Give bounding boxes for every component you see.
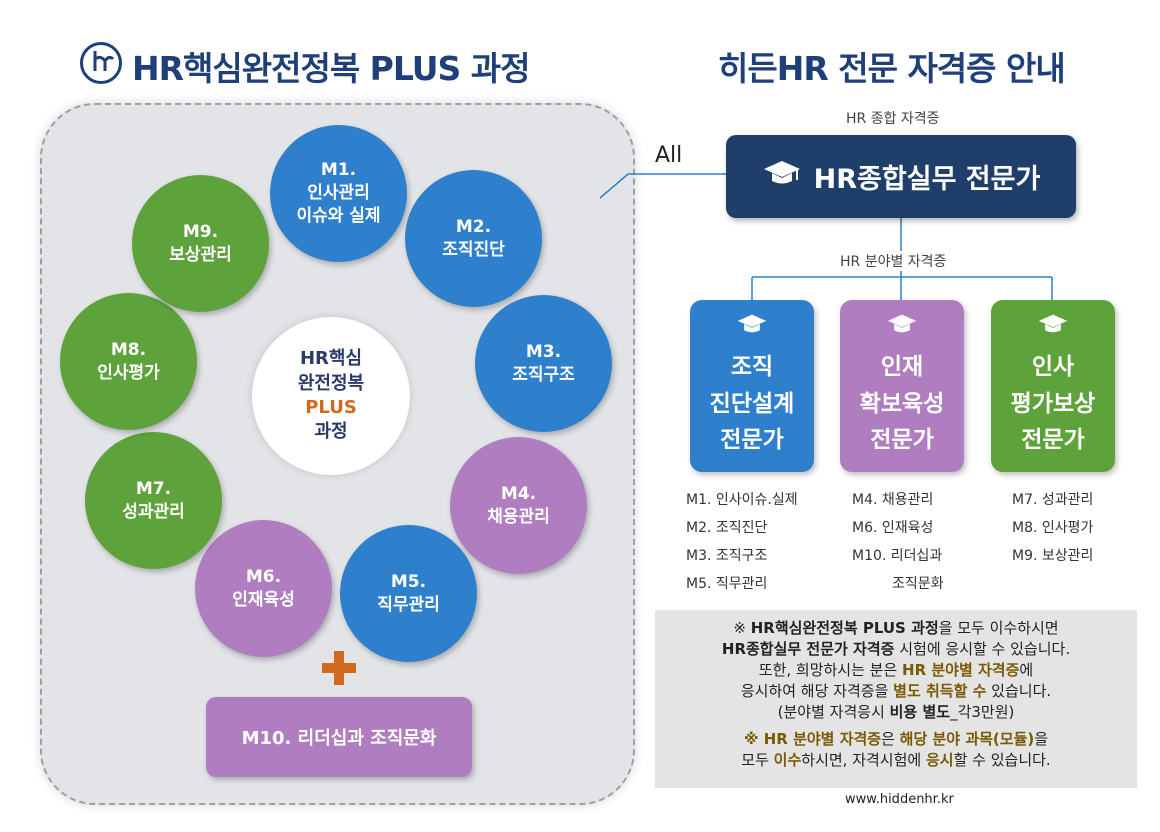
hidden-hr-logo-icon (80, 42, 122, 84)
all-label: All (655, 143, 683, 168)
field-cert-label: HR 분야별 자격증 (836, 251, 951, 271)
center-line4: 과정 (314, 421, 348, 443)
graduation-cap-icon (991, 310, 1115, 347)
right-title: 히든HR 전문 자격증 안내 (718, 49, 1066, 88)
general-cert-name: HR종합실무 전문가 (813, 164, 1041, 195)
graduation-cap-icon (840, 310, 964, 347)
module-m2: M2. 조직진단 (405, 170, 542, 307)
course-center-circle: HR핵심 완전정복 PLUS 과정 (252, 317, 410, 475)
left-title: HR핵심완전정복 PLUS 과정 (132, 49, 530, 88)
cert-org-design: 조직 진단설계 전문가 (690, 300, 814, 472)
center-line3: PLUS (305, 397, 357, 418)
cert-eval-comp-modules: M7. 성과관리 M8. 인사평가 M9. 보상관리 (1012, 492, 1094, 564)
graduation-cap-icon (690, 310, 814, 347)
notice-line-5: (분야별 자격응시 비용 별도_각3만원) (777, 703, 1015, 721)
center-line2: 완전정복 (297, 372, 365, 394)
module-m4: M4. 채용관리 (450, 437, 587, 574)
cert-name: 조직 진단설계 전문가 (709, 353, 795, 454)
module-m1: M1. 인사관리 이슈와 실제 (270, 125, 407, 262)
module-m5: M5. 직무관리 (340, 525, 477, 662)
notice-line-2: HR종합실무 전문가 자격증 시험에 응시할 수 있습니다. (721, 640, 1071, 658)
notice-line-6: ※ HR 분야별 자격증은 해당 분야 과목(모듈)을 (743, 730, 1049, 748)
website-link[interactable]: www.hiddenhr.kr (845, 792, 954, 807)
general-cert-box: HR종합실무 전문가 (726, 135, 1076, 218)
module-m9: M9. 보상관리 (132, 175, 269, 312)
module-m6: M6. 인재육성 (195, 520, 332, 657)
notice-line-4: 응시하여 해당 자격증을 별도 취득할 수 있습니다. (740, 682, 1052, 700)
cert-name: 인사 평가보상 전문가 (1010, 353, 1096, 454)
graduation-cap-icon (762, 159, 802, 194)
module-m8: M8. 인사평가 (60, 293, 197, 430)
plus-icon (334, 651, 344, 685)
cert-eval-comp: 인사 평가보상 전문가 (991, 300, 1115, 472)
notice-line-7: 모두 이수하시면, 자격시험에 응시할 수 있습니다. (741, 751, 1051, 769)
notice-line-3: 또한, 희망하시는 분은 HR 분야별 자격증에 (758, 661, 1034, 679)
module-m10: M10. 리더십과 조직문화 (206, 697, 472, 777)
general-cert-label: HR 종합 자격증 (846, 111, 940, 127)
module-m7: M7. 성과관리 (85, 432, 222, 569)
module-m3: M3. 조직구조 (475, 295, 612, 432)
cert-talent-modules: M4. 채용관리 M6. 인재육성 M10. 리더십과 조직문화 (852, 492, 944, 592)
notice-line-1: ※ HR핵심완전정복 PLUS 과정을 모두 이수하시면 (733, 619, 1059, 637)
notice-box: ※ HR핵심완전정복 PLUS 과정을 모두 이수하시면 HR종합실무 전문가 … (655, 610, 1137, 788)
cert-org-design-modules: M1. 인사이슈.실제 M2. 조직진단 M3. 조직구조 M5. 직무관리 (686, 492, 798, 592)
cert-talent: 인재 확보육성 전문가 (840, 300, 964, 472)
cert-name: 인재 확보육성 전문가 (859, 353, 945, 454)
center-line1: HR핵심 (299, 348, 363, 370)
